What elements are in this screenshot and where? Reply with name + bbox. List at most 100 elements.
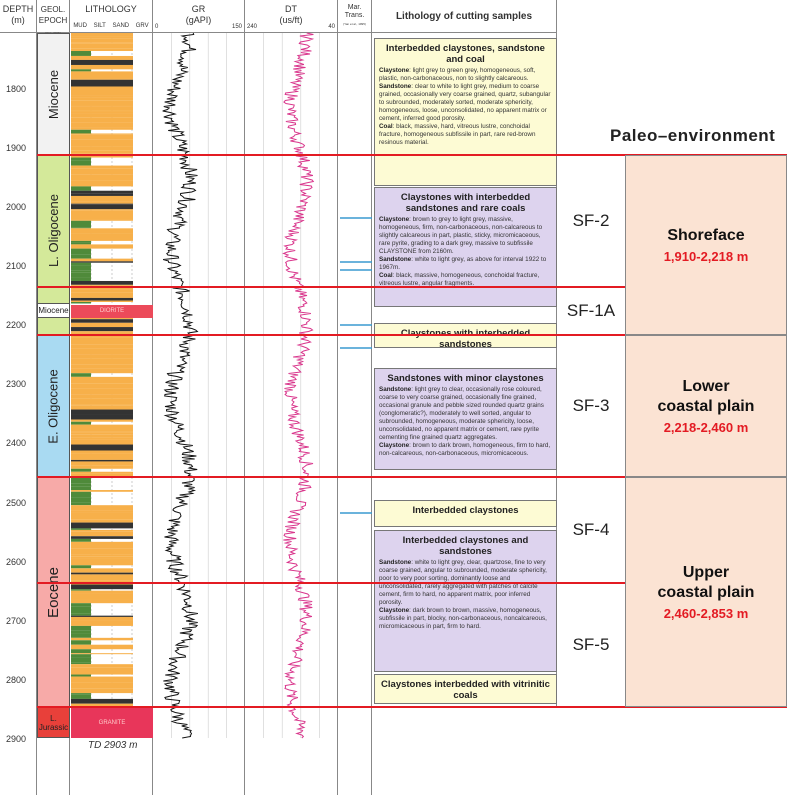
- epoch-miocene: Miocene: [37, 33, 70, 155]
- lithology-band: [71, 439, 133, 445]
- lithology-band: [71, 78, 133, 80]
- lithology-band: [71, 625, 91, 631]
- lithology-band: [71, 284, 133, 286]
- lithology-band: [71, 90, 133, 96]
- lithology-band: [71, 160, 91, 166]
- lithology-band: [71, 593, 133, 600]
- lithology-band: [71, 483, 91, 487]
- lithology-band: [71, 331, 133, 333]
- lithology-band: [71, 616, 133, 621]
- lithology-band: [71, 620, 133, 626]
- env-range: 2,218-2,460 m: [663, 420, 749, 435]
- lithology-band: [71, 195, 133, 202]
- lithology-band: [71, 459, 133, 462]
- lithology-band: [71, 48, 133, 52]
- lithology-band: [71, 289, 133, 293]
- lithology-band: [71, 43, 133, 49]
- lithology-band: [71, 129, 91, 134]
- gr-unit: (gAPI): [185, 15, 212, 25]
- env-shoreface: Shoreface 1,910-2,218 m: [625, 155, 787, 335]
- lithology-band: [71, 471, 133, 474]
- lithology-band: [71, 698, 133, 704]
- lithology-band: [71, 242, 91, 245]
- lithology-band: [71, 262, 91, 266]
- lithology-band: [71, 615, 133, 617]
- rock-type: Claystone: [379, 67, 410, 74]
- lithology-band: [71, 688, 133, 694]
- depth-tick-label: 1900: [6, 143, 27, 154]
- lithology-band: [71, 106, 133, 111]
- lithology-band: [71, 358, 133, 365]
- lithology-band: [71, 419, 133, 422]
- facies-sf-4: SF-4: [572, 519, 610, 539]
- lithology-band: [71, 522, 133, 529]
- rock-desc: : light grey to clear, occasionally rose…: [379, 386, 544, 441]
- depth-unit: (m): [11, 15, 25, 25]
- lithology-band: [71, 38, 133, 43]
- lithology-band: [71, 238, 133, 241]
- lithology-band: [71, 348, 133, 355]
- lithology-band: [71, 473, 133, 477]
- rock-type: Claystone: [379, 216, 410, 223]
- mar-column: [338, 33, 372, 795]
- lithology-band: [71, 682, 133, 689]
- depth-tick-label: 2200: [6, 320, 27, 331]
- gr-curve: [162, 32, 199, 739]
- lithology-band: [71, 633, 91, 638]
- lithology-band: [71, 248, 91, 255]
- lithology-band: [71, 364, 133, 369]
- sample-title: Interbedded claystones, sandstone and co…: [386, 43, 545, 65]
- rock-desc: : brown to dark brown, homogeneous, firm…: [379, 442, 551, 457]
- depth-tick-label: 2000: [6, 202, 27, 213]
- lithology-band: [71, 36, 133, 39]
- boundary-line: [37, 286, 625, 288]
- lithology-band: [71, 272, 91, 278]
- sample-desc: Coal: black, massive, homogeneous, conch…: [379, 272, 552, 288]
- depth-tick-label: 2800: [6, 674, 27, 685]
- lithology-band: [71, 465, 133, 469]
- lithology-band: [71, 613, 91, 616]
- samples-header: Lithology of cutting samples: [372, 0, 557, 33]
- lithology-band: [71, 584, 133, 590]
- rock-desc: : black, massive, hard, vitreous lustre,…: [379, 123, 536, 146]
- dt-min: 240: [247, 24, 258, 30]
- lithology-band: [71, 86, 133, 91]
- scale-mud: MUD: [73, 23, 87, 29]
- lithology-band: [71, 558, 133, 566]
- lithology-band: [71, 654, 91, 658]
- mar-ref: (Yan et al., 1995): [343, 22, 366, 26]
- lithology-label: LITHOLOGY: [85, 4, 137, 14]
- sample-desc: Coal: black, massive, hard, vitreous lus…: [379, 123, 552, 147]
- lithology-band: [71, 168, 133, 175]
- lithology-band: [71, 59, 133, 65]
- lithology-band: [71, 134, 133, 140]
- env-name: Shoreface: [667, 227, 745, 244]
- lithology-band: [71, 424, 133, 432]
- lithology-band: [71, 528, 91, 530]
- epoch-label: Miocene: [38, 306, 69, 315]
- lithology-band: [71, 51, 91, 56]
- lithology-band: [71, 431, 133, 433]
- sample-box: Sandstones with minor claystones Sandston…: [374, 368, 557, 470]
- gr-min: 0: [155, 24, 159, 30]
- lithology-band: [71, 667, 133, 675]
- lithology-band: [71, 398, 133, 405]
- lithology-band: [71, 240, 91, 243]
- lithology-band: [71, 100, 133, 106]
- lithology-band: [71, 117, 133, 123]
- lithology-band: [71, 630, 91, 634]
- gr-header: GR (gAPI) 0 150: [153, 0, 245, 33]
- lithology-band: [71, 674, 91, 677]
- depth-tick-label: 2100: [6, 261, 27, 272]
- sample-box: Interbedded claystones and sandstones San…: [374, 530, 557, 672]
- lithology-band: [71, 203, 133, 205]
- rock-desc: : light grey to green grey, homogeneous,…: [379, 67, 536, 82]
- lithology-band: [71, 376, 133, 384]
- lithology-band: [71, 603, 91, 607]
- depth-column: [0, 33, 37, 795]
- lithology-band: [71, 383, 133, 389]
- boundary-line: [37, 154, 787, 156]
- lithology-band: [71, 450, 133, 454]
- boundary-line: [37, 582, 625, 584]
- lithology-band: [71, 486, 91, 491]
